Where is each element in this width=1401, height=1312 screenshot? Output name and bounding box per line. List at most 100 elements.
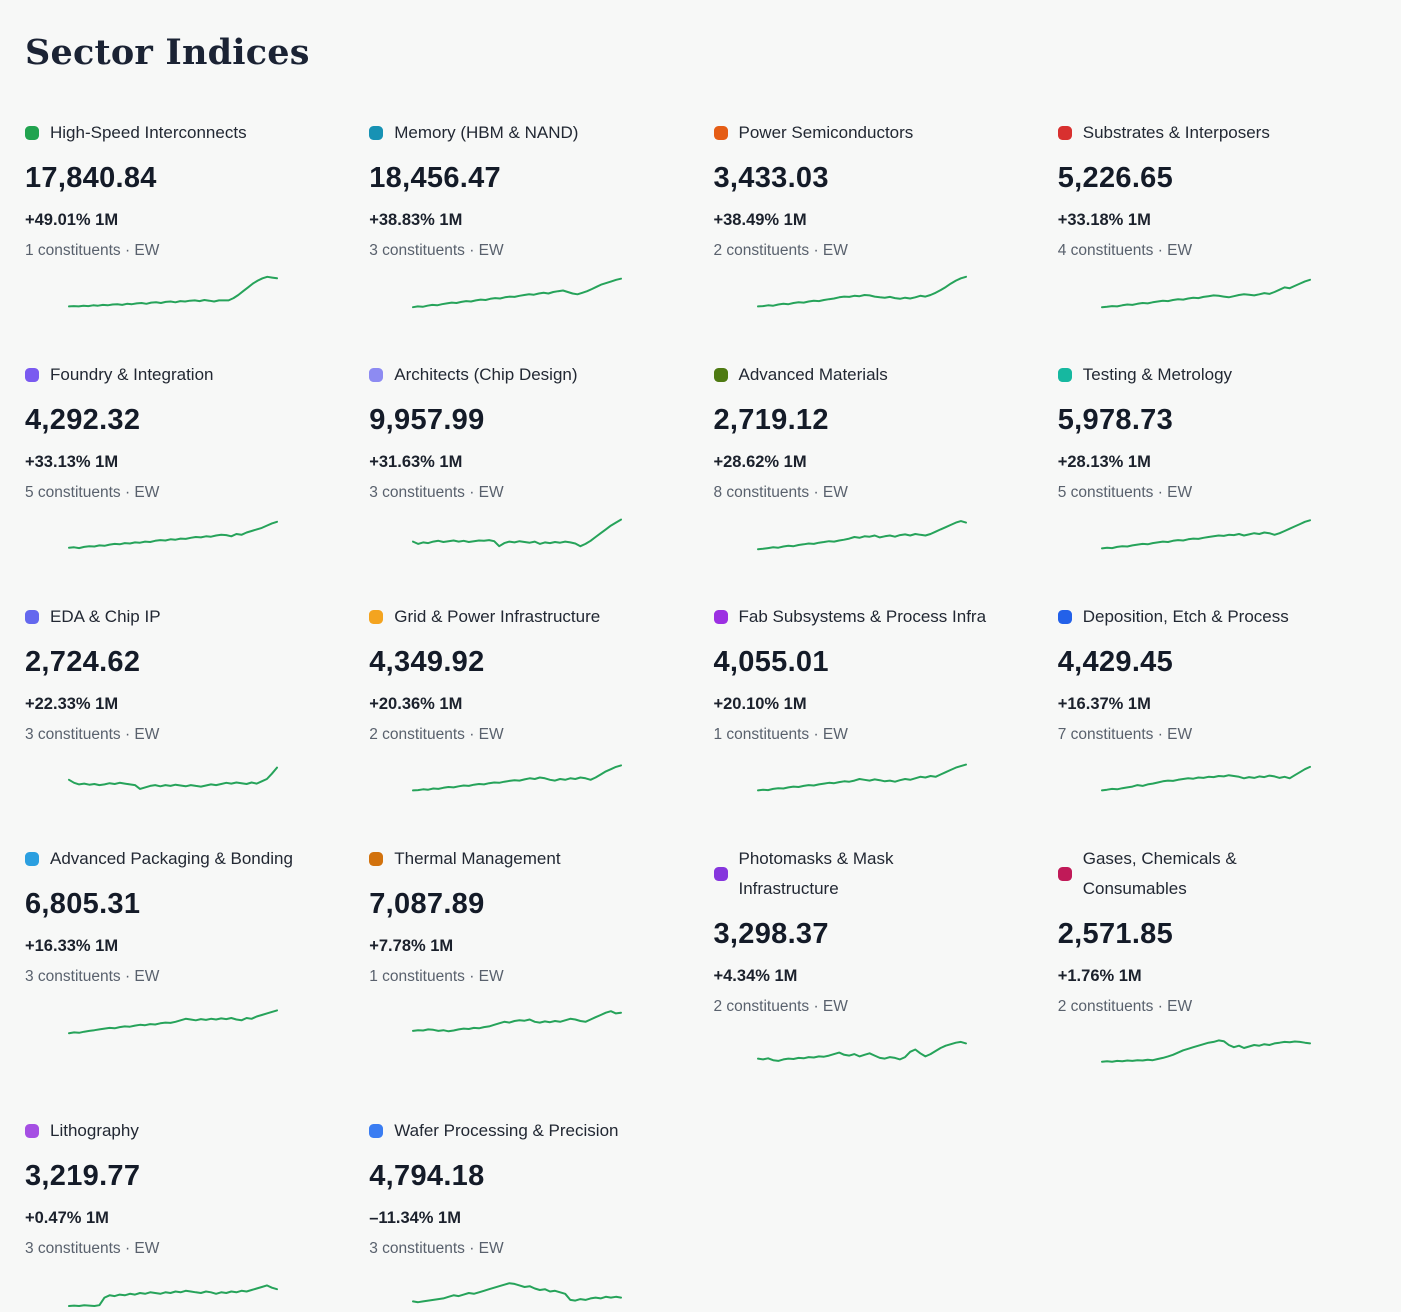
index-value: 2,719.12 xyxy=(713,404,829,436)
change-percent: +28.62% 1M xyxy=(713,453,807,471)
sector-name: Testing & Metrology xyxy=(1082,365,1233,384)
index-value: 3,298.37 xyxy=(713,918,829,950)
sector-card[interactable]: Substrates & Interposers 5,226.65 +33.18… xyxy=(1057,118,1376,314)
sector-label-row: High-Speed Interconnects xyxy=(25,118,343,148)
sparkline-chart xyxy=(412,518,623,548)
sector-card[interactable]: Testing & Metrology 5,978.73 +28.13% 1M … xyxy=(1057,360,1376,556)
constituents-info: 1 constituents · EW xyxy=(25,242,160,259)
sector-card[interactable]: Architects (Chip Design) 9,957.99 +31.63… xyxy=(369,360,687,556)
index-value: 4,055.01 xyxy=(713,646,829,678)
sector-color-dot xyxy=(713,867,728,881)
sector-card[interactable]: Gases, Chemicals & Consumables 2,571.85 … xyxy=(1057,844,1376,1070)
sector-label-row: Gases, Chemicals & Consumables xyxy=(1057,844,1376,904)
sparkline-path xyxy=(412,764,623,792)
index-value: 2,724.62 xyxy=(25,646,141,678)
index-value: 5,226.65 xyxy=(1057,162,1174,194)
constituents-info: 3 constituents · EW xyxy=(369,242,504,259)
sparkline-path xyxy=(68,1009,278,1035)
change-percent: +4.34% 1M xyxy=(713,967,798,985)
change-percent: +38.83% 1M xyxy=(369,211,463,229)
sector-color-dot xyxy=(369,1124,384,1138)
sector-label-row: Thermal Management xyxy=(369,844,687,874)
sector-label-row: Wafer Processing & Precision xyxy=(369,1116,687,1146)
sparkline-path xyxy=(412,518,623,548)
sector-color-dot xyxy=(25,852,39,866)
sector-name: Foundry & Integration xyxy=(50,365,214,384)
sector-name: Substrates & Interposers xyxy=(1082,123,1270,142)
sector-name: Grid & Power Infrastructure xyxy=(394,607,601,626)
sparkline-chart xyxy=(756,1040,967,1062)
sector-name: Advanced Packaging & Bonding xyxy=(50,849,293,868)
sparkline-chart xyxy=(68,520,278,550)
sparkline-path xyxy=(68,520,278,550)
sector-card[interactable]: Power Semiconductors 3,433.03 +38.49% 1M… xyxy=(713,118,1032,314)
constituents-info: 3 constituents · EW xyxy=(25,1240,160,1257)
sector-card[interactable]: Grid & Power Infrastructure 4,349.92 +20… xyxy=(369,602,687,798)
sector-label-row: Fab Subsystems & Process Infra xyxy=(713,602,1032,632)
sparkline-path xyxy=(1100,1039,1311,1063)
constituents-info: 5 constituents · EW xyxy=(1057,484,1193,501)
sector-card[interactable]: Advanced Materials 2,719.12 +28.62% 1M 8… xyxy=(713,360,1032,556)
sparkline-path xyxy=(412,277,623,309)
sector-name: Wafer Processing & Precision xyxy=(394,1121,619,1140)
sparkline-chart xyxy=(756,275,967,308)
index-value: 6,805.31 xyxy=(25,888,141,920)
sector-name: Deposition, Etch & Process xyxy=(1082,607,1289,626)
sector-color-dot xyxy=(369,610,384,624)
sparkline-chart xyxy=(1100,765,1311,792)
sector-name: High-Speed Interconnects xyxy=(50,123,247,142)
change-percent: +31.63% 1M xyxy=(369,453,463,471)
change-percent: +33.18% 1M xyxy=(1057,211,1151,229)
sector-label-row: Power Semiconductors xyxy=(713,118,1032,148)
change-percent: +20.36% 1M xyxy=(369,695,463,713)
page-title: Sector Indices xyxy=(25,32,310,73)
sector-card[interactable]: Foundry & Integration 4,292.32 +33.13% 1… xyxy=(25,360,343,556)
sector-label-row: EDA & Chip IP xyxy=(25,602,343,632)
sparkline-chart xyxy=(68,766,278,790)
sector-color-dot xyxy=(713,610,728,624)
sector-color-dot xyxy=(369,368,384,382)
sector-name: Memory (HBM & NAND) xyxy=(394,123,579,142)
change-percent: +49.01% 1M xyxy=(25,211,119,229)
sector-card[interactable]: Wafer Processing & Precision 4,794.18 –1… xyxy=(369,1116,687,1312)
sector-card[interactable]: Photomasks & Mask Infrastructure 3,298.3… xyxy=(713,844,1032,1070)
index-value: 5,978.73 xyxy=(1057,404,1174,436)
change-percent: +20.10% 1M xyxy=(713,695,807,713)
sparkline-chart xyxy=(756,520,967,551)
sector-grid: High-Speed Interconnects 17,840.84 +49.0… xyxy=(25,118,1376,1312)
sparkline-path xyxy=(756,763,967,792)
constituents-info: 3 constituents · EW xyxy=(369,1240,504,1257)
sector-card[interactable]: Deposition, Etch & Process 4,429.45 +16.… xyxy=(1057,602,1376,798)
index-value: 4,794.18 xyxy=(369,1160,485,1192)
constituents-info: 3 constituents · EW xyxy=(369,484,504,501)
sector-card[interactable]: Lithography 3,219.77 +0.47% 1M 3 constit… xyxy=(25,1116,343,1312)
sector-card[interactable]: Thermal Management 7,087.89 +7.78% 1M 1 … xyxy=(369,844,687,1070)
sector-card[interactable]: High-Speed Interconnects 17,840.84 +49.0… xyxy=(25,118,343,314)
sector-name: Gases, Chemicals & Consumables xyxy=(1082,849,1237,898)
sector-color-dot xyxy=(1057,368,1072,382)
sector-card[interactable]: Memory (HBM & NAND) 18,456.47 +38.83% 1M… xyxy=(369,118,687,314)
sparkline-chart xyxy=(412,277,623,309)
index-value: 3,219.77 xyxy=(25,1160,141,1192)
sparkline-chart xyxy=(1100,278,1311,309)
sparkline-path xyxy=(756,275,967,308)
sector-label-row: Photomasks & Mask Infrastructure xyxy=(713,844,1032,904)
constituents-info: 1 constituents · EW xyxy=(369,968,504,985)
sparkline-path xyxy=(412,1282,623,1304)
index-value: 4,349.92 xyxy=(369,646,485,678)
sector-card[interactable]: EDA & Chip IP 2,724.62 +22.33% 1M 3 cons… xyxy=(25,602,343,798)
sparkline-path xyxy=(68,1284,278,1307)
index-value: 17,840.84 xyxy=(25,162,157,194)
sector-name: EDA & Chip IP xyxy=(50,607,161,626)
sparkline-chart xyxy=(412,1010,623,1033)
change-percent: +38.49% 1M xyxy=(713,211,807,229)
sector-card[interactable]: Advanced Packaging & Bonding 6,805.31 +1… xyxy=(25,844,343,1070)
sector-card[interactable]: Fab Subsystems & Process Infra 4,055.01 … xyxy=(713,602,1032,798)
sector-color-dot xyxy=(25,368,39,382)
sector-label-row: Memory (HBM & NAND) xyxy=(369,118,687,148)
sector-color-dot xyxy=(1057,867,1072,881)
index-value: 7,087.89 xyxy=(369,888,485,920)
sparkline-chart xyxy=(1100,519,1311,550)
sector-name: Thermal Management xyxy=(394,849,561,868)
index-value: 9,957.99 xyxy=(369,404,485,436)
